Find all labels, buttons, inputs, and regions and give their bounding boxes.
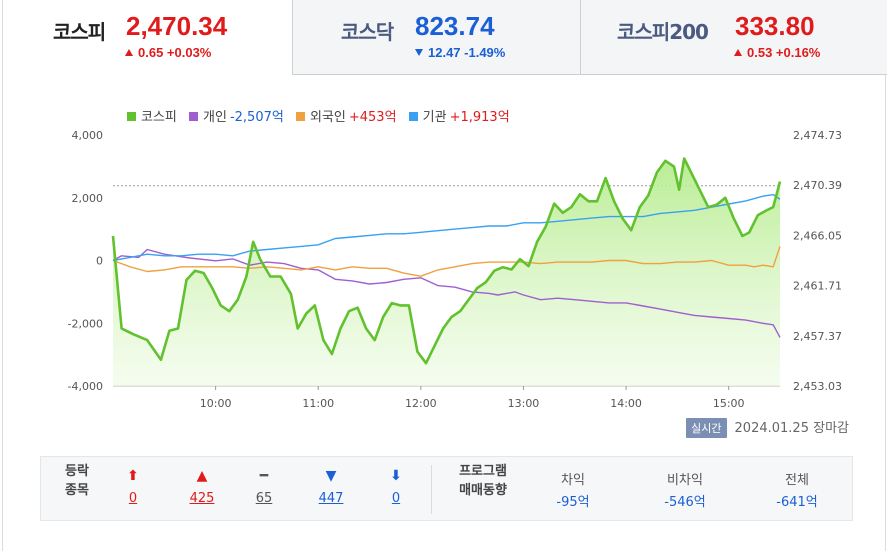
legend-item-institution[interactable]: 기관 +1,913억 [408, 106, 510, 125]
program-col-title: 비차익 [667, 473, 703, 488]
breadth-symbol-icon: ▼ [325, 468, 337, 484]
up-arrow-icon [125, 49, 133, 56]
x-tick-label: 10:00 [200, 397, 232, 410]
legend-item-foreign[interactable]: 외국인 +453억 [295, 106, 397, 125]
y-left-tick-label: 0 [96, 255, 103, 268]
y-right-tick-label: 2,453.03 [793, 380, 842, 393]
program-col-value: -95억 [556, 495, 590, 510]
series-line-2[interactable] [112, 246, 781, 277]
y-left-tick-label: 2,000 [72, 192, 104, 205]
tab-kosdaq[interactable]: 코스닥 823.74 12.47 -1.49% [292, 0, 580, 75]
index-value: 2,470.34 [126, 11, 228, 41]
legend-swatch [295, 112, 305, 121]
legend-value: +453억 [348, 110, 397, 125]
series-line-1[interactable] [112, 248, 781, 338]
program-col-title: 전체 [785, 473, 809, 488]
y-left-tick-label: -2,000 [68, 317, 103, 330]
down-arrow-icon [415, 49, 423, 56]
tab-name: 코스피 [53, 20, 106, 44]
y-right-tick-label: 2,470.39 [793, 179, 842, 192]
x-tick-label: 13:00 [508, 397, 540, 410]
breadth-header: 등락 종목 [65, 464, 89, 498]
market-date: 2024.01.25 [734, 421, 809, 436]
x-tick-label: 15:00 [713, 397, 745, 410]
breadth-count-link[interactable]: 0 [128, 491, 138, 506]
y-right-tick-label: 2,474.73 [793, 129, 842, 142]
program-col-title: 차익 [561, 473, 585, 488]
index-tabs: 코스피 2,470.34 0.65 +0.03% 코스닥 823.74 12.4… [3, 0, 887, 75]
divider [431, 465, 432, 514]
y-left-tick-label: 4,000 [72, 129, 104, 142]
breadth-count-link[interactable]: 447 [318, 491, 344, 506]
breadth-symbol-icon: ━ [259, 468, 269, 484]
breadth-symbol-icon: ▲ [196, 468, 208, 484]
legend-item-individual[interactable]: 개인 -2,507억 [189, 106, 284, 125]
tab-kospi[interactable]: 코스피 2,470.34 0.65 +0.03% [3, 0, 292, 75]
index-value: 823.74 [415, 11, 495, 41]
breadth-count-link[interactable]: 65 [255, 491, 273, 506]
legend-value: -2,507억 [229, 110, 284, 125]
chart-legend: 코스피 개인 -2,507억 외국인 +453억 기관 +1,913억 [127, 106, 518, 125]
market-breadth-panel: 등락 종목 ⬆ 0 ▲ 425 ━ 65 ▼ 447 ⬇ 0 프로그램 매매동향 차익 -95억 비차… [40, 456, 853, 521]
index-change: 0.53 +0.16% [734, 45, 820, 60]
tab-kospi200[interactable]: 코스피200 333.80 0.53 +0.16% [580, 0, 887, 75]
y-right-tick-label: 2,461.71 [793, 280, 842, 293]
intraday-chart[interactable]: 4,000 2,000 0 -2,000 -4,000 2,474.73 2,470.39 2… [3, 120, 887, 410]
breadth-count-link[interactable]: 0 [391, 491, 401, 506]
index-change: 12.47 -1.49% [415, 45, 505, 60]
index-value: 333.80 [735, 11, 815, 41]
realtime-status: 실시간 2024.01.25 장마감 [686, 417, 849, 438]
y-right-tick-label: 2,457.37 [793, 330, 842, 343]
x-tick-label: 12:00 [405, 397, 437, 410]
series-line-0[interactable] [111, 157, 782, 365]
up-arrow-icon [734, 49, 742, 56]
y-right-tick-label: 2,466.05 [793, 229, 842, 242]
market-status: 장마감 [813, 421, 849, 436]
series-line-3[interactable] [112, 193, 781, 262]
legend-value: +1,913억 [449, 110, 510, 125]
program-col-value: -641억 [776, 495, 818, 510]
y-left-tick-label: -4,000 [68, 380, 103, 393]
tab-name: 코스닥 [341, 20, 394, 44]
series-area-0 [113, 158, 780, 386]
breadth-symbol-icon: ⬇ [390, 468, 402, 484]
breadth-symbol-icon: ⬆ [127, 468, 139, 484]
legend-swatch [189, 112, 199, 121]
x-tick-label: 11:00 [302, 397, 334, 410]
breadth-count-link[interactable]: 425 [189, 491, 215, 506]
legend-swatch [408, 112, 418, 121]
tab-name: 코스피200 [617, 20, 709, 44]
index-change: 0.65 +0.03% [125, 45, 211, 60]
realtime-badge[interactable]: 실시간 [686, 418, 727, 438]
legend-item-kospi[interactable]: 코스피 [127, 106, 177, 125]
program-header: 프로그램 매매동향 [459, 464, 507, 498]
x-tick-label: 14:00 [610, 397, 642, 410]
program-col-value: -546억 [664, 495, 706, 510]
legend-swatch [127, 112, 136, 121]
